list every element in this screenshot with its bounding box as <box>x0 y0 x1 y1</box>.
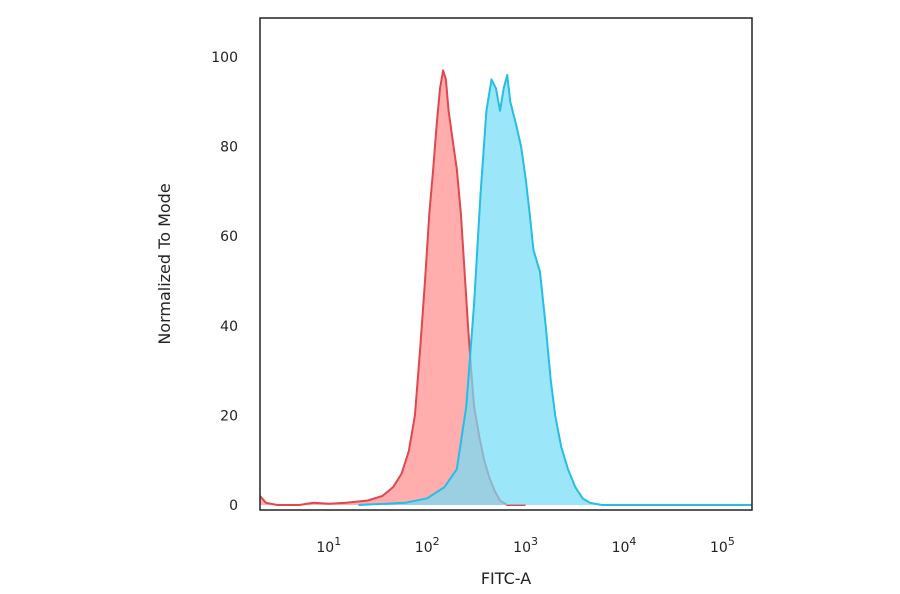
y-tick-label: 60 <box>220 229 238 245</box>
series-2-line <box>358 73 752 506</box>
x-tick-label: 101 <box>316 535 341 556</box>
y-tick-label: 80 <box>220 140 238 156</box>
series-layer <box>259 69 752 506</box>
y-axis-title: Normalized To Mode <box>155 183 174 344</box>
y-tick-label: 20 <box>220 408 238 424</box>
x-tick-label: 104 <box>612 535 637 556</box>
x-axis-title: FITC-A <box>481 569 531 588</box>
y-tick-label: 100 <box>211 50 238 66</box>
y-axis-ticks: 0 20 40 60 80 100 <box>211 50 238 514</box>
x-tick-label: 102 <box>415 535 440 556</box>
y-tick-label: 40 <box>220 319 238 335</box>
x-axis-ticks: 101 102 103 104 105 <box>316 535 734 556</box>
y-tick-label: 0 <box>229 498 238 514</box>
x-tick-label: 105 <box>710 535 735 556</box>
series-1-area <box>260 70 526 506</box>
x-tick-label: 103 <box>513 535 538 556</box>
plot-frame <box>259 17 753 511</box>
